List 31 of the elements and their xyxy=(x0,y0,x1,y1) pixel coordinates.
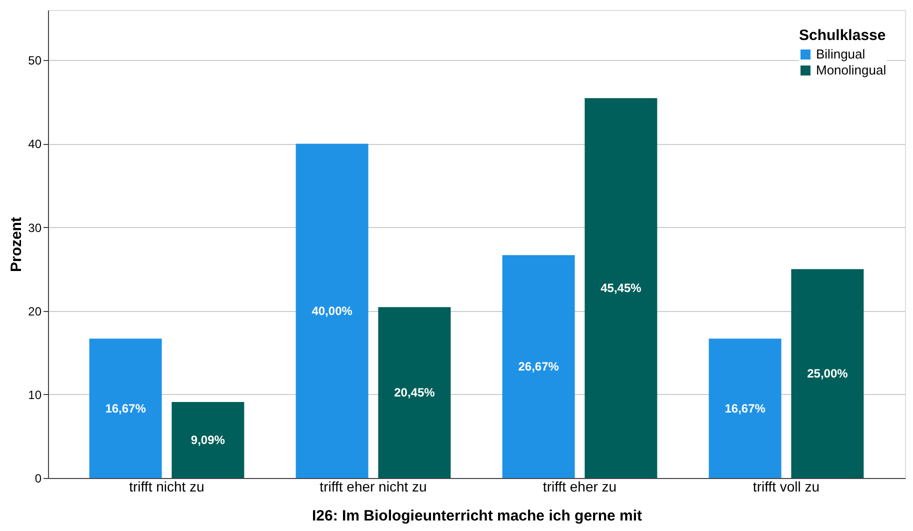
y-axis-title: Prozent xyxy=(8,216,26,272)
data-label: 25,00% xyxy=(807,366,848,381)
bar xyxy=(89,338,162,478)
y-tick-label: 10 xyxy=(28,388,42,402)
x-axis-title: I26: Im Biologieunterricht mache ich gerne mit xyxy=(312,508,642,524)
bar xyxy=(791,269,864,478)
data-label: 40,00% xyxy=(312,304,353,318)
bar xyxy=(502,255,575,478)
bar xyxy=(708,338,782,478)
y-tick-label: 30 xyxy=(28,220,42,235)
bar xyxy=(172,402,244,478)
x-tick-label: trifft voll zu xyxy=(752,478,820,494)
data-label: 16,67% xyxy=(724,401,766,416)
bar xyxy=(584,98,658,478)
legend-label: Monolingual xyxy=(816,62,886,78)
bar xyxy=(296,144,368,478)
data-label: 9,09% xyxy=(190,433,226,448)
bar xyxy=(378,307,451,478)
data-label: 26,67% xyxy=(518,360,560,374)
legend-title: Schulklasse xyxy=(799,27,886,44)
data-label: 45,45% xyxy=(600,281,642,296)
x-tick-label: trifft eher zu xyxy=(542,478,617,494)
data-label: 16,67% xyxy=(105,401,146,416)
y-tick-label: 40 xyxy=(28,137,42,152)
data-label: 20,45% xyxy=(394,386,436,400)
legend-label: Bilingual xyxy=(816,46,866,62)
x-tick-label: trifft nicht zu xyxy=(129,478,204,494)
y-tick-label: 50 xyxy=(28,54,42,68)
x-tick-label: trifft eher nicht zu xyxy=(320,478,427,494)
y-tick-label: 20 xyxy=(28,304,42,318)
y-tick-label: 0 xyxy=(34,472,42,486)
